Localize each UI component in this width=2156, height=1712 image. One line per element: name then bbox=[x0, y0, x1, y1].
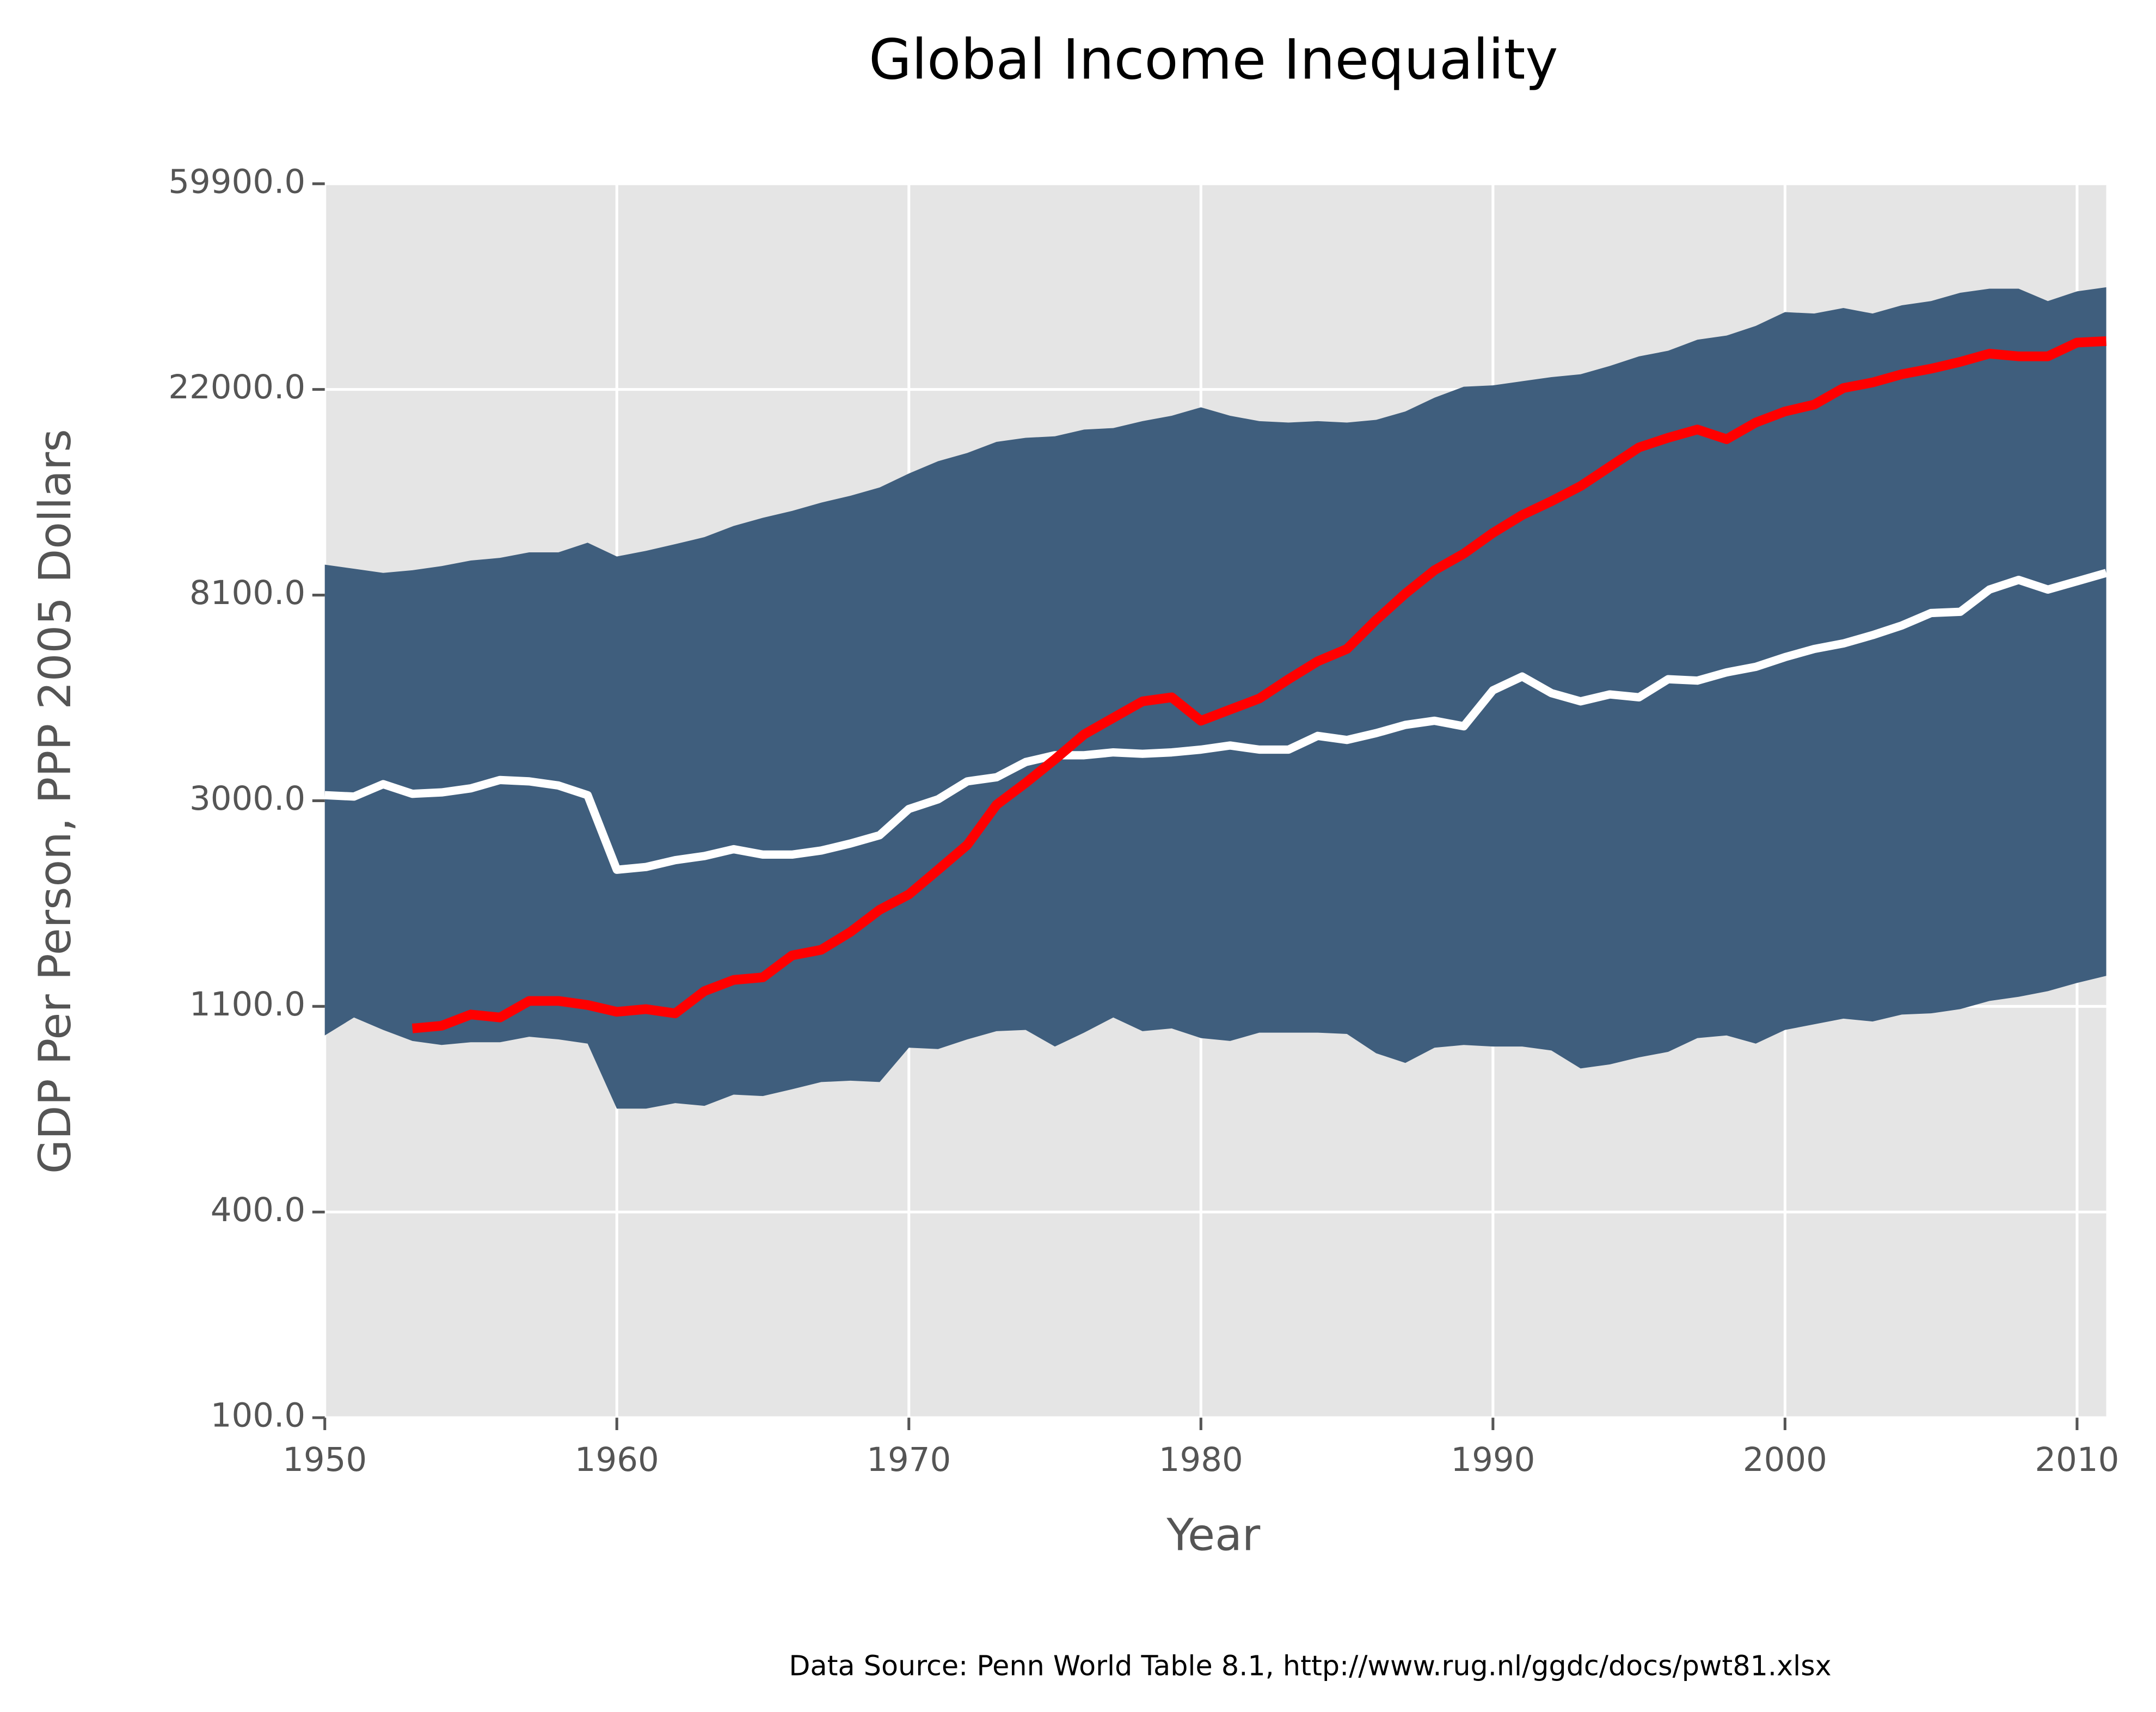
x-tick-label: 1980 bbox=[1159, 1440, 1243, 1479]
x-axis-label: Year bbox=[1166, 1510, 1261, 1561]
y-tick-label: 59900.0 bbox=[168, 162, 305, 201]
y-tick-label: 22000.0 bbox=[168, 368, 305, 407]
y-tick-label: 3000.0 bbox=[189, 779, 305, 818]
marks bbox=[324, 287, 2108, 1109]
chart-title: Global Income Inequality bbox=[869, 28, 1558, 92]
x-tick-label: 1950 bbox=[282, 1440, 367, 1479]
y-tick-label: 8100.0 bbox=[189, 574, 305, 612]
source-note: Data Source: Penn World Table 8.1, http:… bbox=[789, 1650, 1831, 1682]
income-band bbox=[324, 287, 2106, 1109]
axes: 100.0 400.0 1100.0 3000.0 8100.0 22000.0 59900… bbox=[168, 162, 2119, 1479]
line bbox=[324, 569, 2108, 874]
y-tick-label: 100.0 bbox=[211, 1396, 305, 1435]
x-tick-label: 2010 bbox=[2035, 1440, 2119, 1479]
y-axis-label: GDP Per Person, PPP 2005 Dollars bbox=[30, 429, 81, 1174]
line bbox=[411, 336, 2107, 1033]
x-tick-label: 1970 bbox=[867, 1440, 951, 1479]
x-tick-label: 1990 bbox=[1451, 1440, 1535, 1479]
y-tick-label: 1100.0 bbox=[189, 985, 305, 1024]
x-tick-label: 1960 bbox=[575, 1440, 659, 1479]
y-tick-label: 400.0 bbox=[211, 1191, 305, 1229]
x-tick-label: 2000 bbox=[1743, 1440, 1827, 1479]
